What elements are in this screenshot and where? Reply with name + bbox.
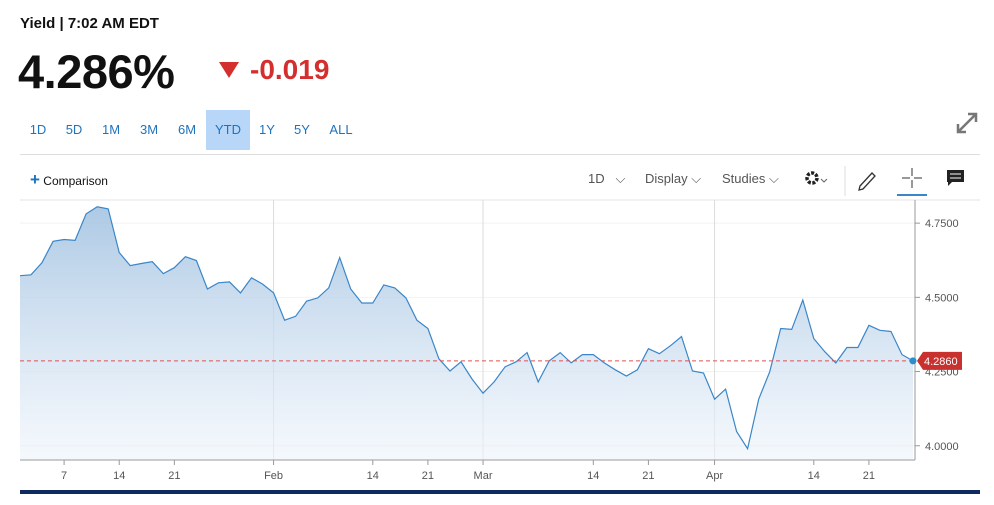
x-tick-label: 14 <box>808 470 820 482</box>
y-tick-label: 4.5000 <box>925 292 959 304</box>
price-change: -0.019 <box>250 54 330 85</box>
y-tick-label: 4.0000 <box>925 441 959 453</box>
comparison-button[interactable]: + Comparison <box>30 170 108 189</box>
x-tick-label: 14 <box>113 470 125 482</box>
comparison-label: Comparison <box>43 174 108 188</box>
range-button[interactable]: 1M <box>101 122 121 137</box>
x-tick-label: 21 <box>863 470 875 482</box>
range-button[interactable]: 5Y <box>294 122 310 137</box>
x-tick-label: 21 <box>168 470 180 482</box>
settings-icon[interactable] <box>805 171 828 185</box>
price: 4.286% <box>18 45 175 98</box>
x-tick-label: Mar <box>474 470 493 482</box>
bottom-bar <box>20 490 980 494</box>
last-price-label: 4.2860 <box>924 356 958 368</box>
display-button[interactable]: Display ⌵ <box>645 171 702 186</box>
range-button[interactable]: 1Y <box>259 122 275 137</box>
status-time: Yield | 7:02 AM EDT <box>20 15 159 32</box>
comment-icon[interactable] <box>947 170 964 186</box>
range-button[interactable]: 6M <box>177 122 197 137</box>
range-button[interactable]: YTD <box>206 110 250 150</box>
range-button[interactable]: 3M <box>139 122 159 137</box>
expand-icon[interactable] <box>954 110 980 136</box>
display-label: Display <box>645 171 688 186</box>
line <box>19 206 914 451</box>
y-tick-label: 4.7500 <box>925 218 959 230</box>
x-tick-label: Feb <box>264 470 283 482</box>
x-tick-label: 21 <box>642 470 654 482</box>
divider <box>20 154 980 155</box>
studies-button[interactable]: Studies ⌵ <box>722 171 779 186</box>
last-price-box <box>917 351 962 370</box>
area <box>20 206 913 460</box>
toolbar-icons <box>805 166 964 196</box>
x-tick-label: 14 <box>587 470 599 482</box>
draw-icon[interactable] <box>858 172 876 191</box>
range-button[interactable]: ALL <box>329 122 353 137</box>
last-point <box>909 357 917 365</box>
x-tick-label: 7 <box>61 470 67 482</box>
x-tick-label: Apr <box>706 470 723 482</box>
studies-label: Studies <box>722 171 766 186</box>
x-tick-label: 14 <box>367 470 379 482</box>
interval-label: 1D <box>588 171 605 186</box>
down-arrow <box>219 62 239 78</box>
crosshair-icon[interactable] <box>897 168 927 196</box>
range-button[interactable]: 1D <box>29 122 47 137</box>
x-tick-label: 21 <box>422 470 434 482</box>
range-button[interactable]: 5D <box>65 122 83 137</box>
interval-button[interactable]: 1D ⌵ <box>588 171 626 186</box>
